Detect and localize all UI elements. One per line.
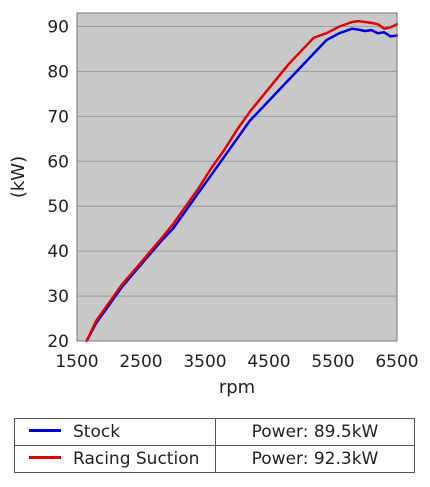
x-tick-1500: 1500 (55, 352, 98, 372)
legend-row-stock: Stock Power: 89.5kW (14, 418, 415, 446)
y-tick-50: 50 (47, 197, 69, 217)
x-tick-5500: 5500 (311, 352, 354, 372)
y-tick-60: 60 (47, 152, 69, 172)
series-line-stock (85, 27, 399, 343)
y-axis-title: (kW) (8, 156, 29, 198)
gridlines (77, 25, 397, 342)
y-tick-80: 80 (47, 62, 69, 82)
y-tick-labels: 20 30 40 50 60 70 80 90 (47, 17, 69, 352)
x-axis-title: rpm (219, 377, 255, 398)
power-chart: 1500 2500 3500 4500 5500 6500 20 30 40 50 60 70 80 9… (8, 12, 419, 398)
x-tick-4500: 4500 (247, 352, 290, 372)
legend-swatch-stock (29, 428, 61, 432)
y-tick-70: 70 (47, 107, 69, 127)
y-tick-30: 30 (47, 287, 69, 307)
legend-value-stock: Power: 89.5kW (215, 418, 415, 446)
legend-row-racing-suction: Racing Suction Power: 92.3kW (14, 445, 415, 473)
legend-table: Stock Power: 89.5kW Racing Suction Power… (14, 418, 415, 473)
legend-swatch-racing-suction (29, 455, 61, 459)
y-tick-40: 40 (47, 242, 69, 262)
x-tick-2500: 2500 (119, 352, 162, 372)
x-tick-3500: 3500 (183, 352, 226, 372)
y-tick-20: 20 (47, 332, 69, 352)
plot-area (77, 13, 397, 341)
series-line-racing-suction (85, 19, 399, 343)
y-tick-90: 90 (47, 17, 69, 37)
x-tick-6500: 6500 (375, 352, 418, 372)
legend-label-stock: Stock (73, 422, 121, 442)
series-layer (85, 19, 399, 343)
legend-value-racing-suction: Power: 92.3kW (215, 445, 415, 473)
plot-frame (76, 12, 398, 342)
legend-entry-stock: Stock (14, 418, 216, 446)
x-tick-labels: 1500 2500 3500 4500 5500 6500 (55, 352, 418, 372)
legend-label-racing-suction: Racing Suction (73, 449, 200, 469)
legend-entry-racing-suction: Racing Suction (14, 445, 216, 473)
